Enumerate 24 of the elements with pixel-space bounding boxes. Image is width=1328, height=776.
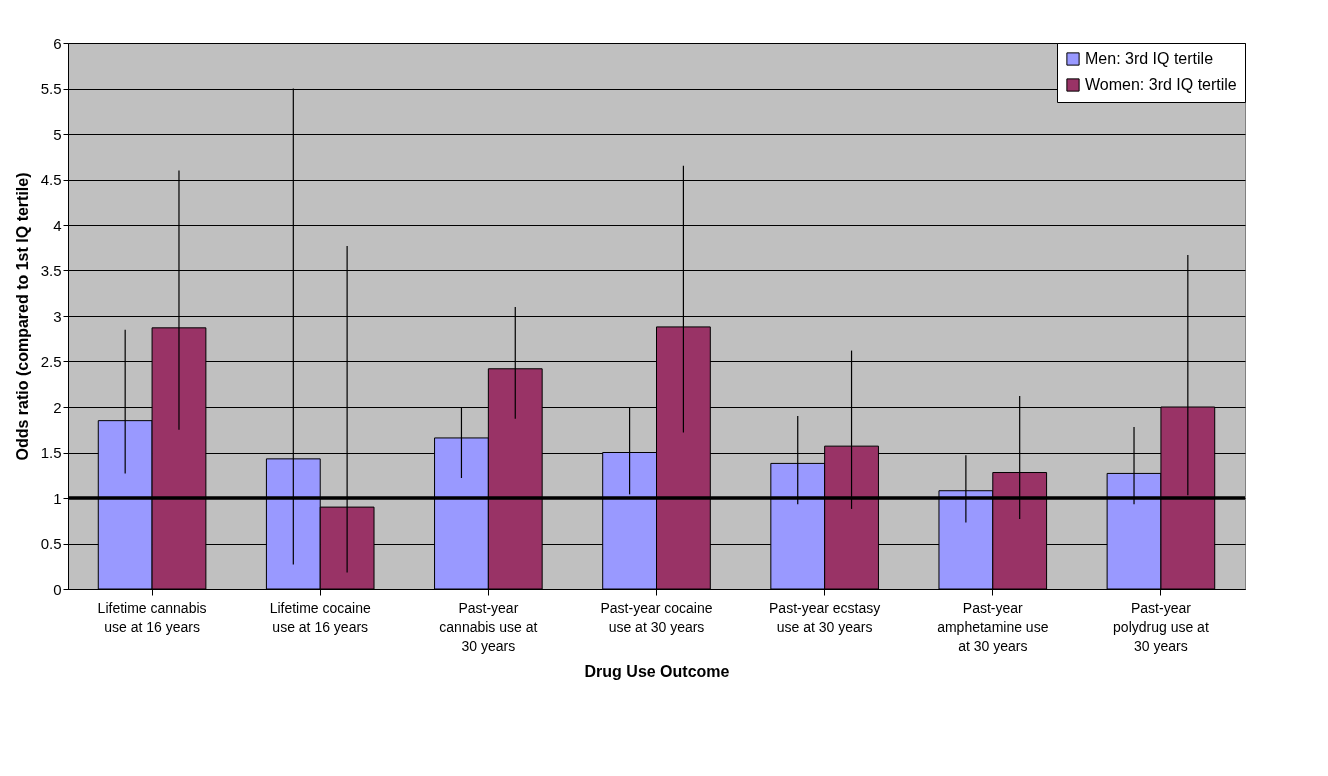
y-tick-label: 5.5 <box>40 80 62 97</box>
legend-label: Men: 3rd IQ tertile <box>1085 50 1214 67</box>
x-tick-label: Past-year amphetamine use at 30 years <box>937 599 1049 654</box>
y-tick-label: 1 <box>53 489 62 507</box>
y-tick-label: 3 <box>53 307 62 325</box>
y-tick-label: 6 <box>53 34 62 52</box>
x-tick-label: Past-year polydrug use at 30 years <box>1113 599 1209 654</box>
y-tick-label: 1.5 <box>40 444 62 461</box>
y-tick-label: 2.5 <box>40 353 62 370</box>
y-axis-title: Odds ratio (compared to 1st IQ tertile) <box>13 172 31 461</box>
y-tick-label: 3.5 <box>40 262 62 279</box>
x-tick-label: Past-year cannabis use at 30 years <box>439 599 538 654</box>
x-axis-title: Drug Use Outcome <box>584 662 730 680</box>
x-tick-label: Past-year ecstasy use at 30 years <box>769 599 881 635</box>
y-tick-label: 0 <box>53 580 62 598</box>
y-tick-label: 4 <box>53 216 62 234</box>
x-tick-label: Lifetime cocaine use at 16 years <box>269 599 372 635</box>
y-tick-label: 4.5 <box>40 171 62 188</box>
x-tick-label: Past-year cocaine use at 30 years <box>600 599 713 635</box>
y-tick-label: 2 <box>53 398 62 416</box>
x-tick-label: Lifetime cannabis use at 16 years <box>97 599 207 635</box>
legend-label: Women: 3rd IQ tertile <box>1085 76 1237 93</box>
y-tick-label: 5 <box>53 125 62 143</box>
y-tick-label: 0.5 <box>40 535 62 552</box>
